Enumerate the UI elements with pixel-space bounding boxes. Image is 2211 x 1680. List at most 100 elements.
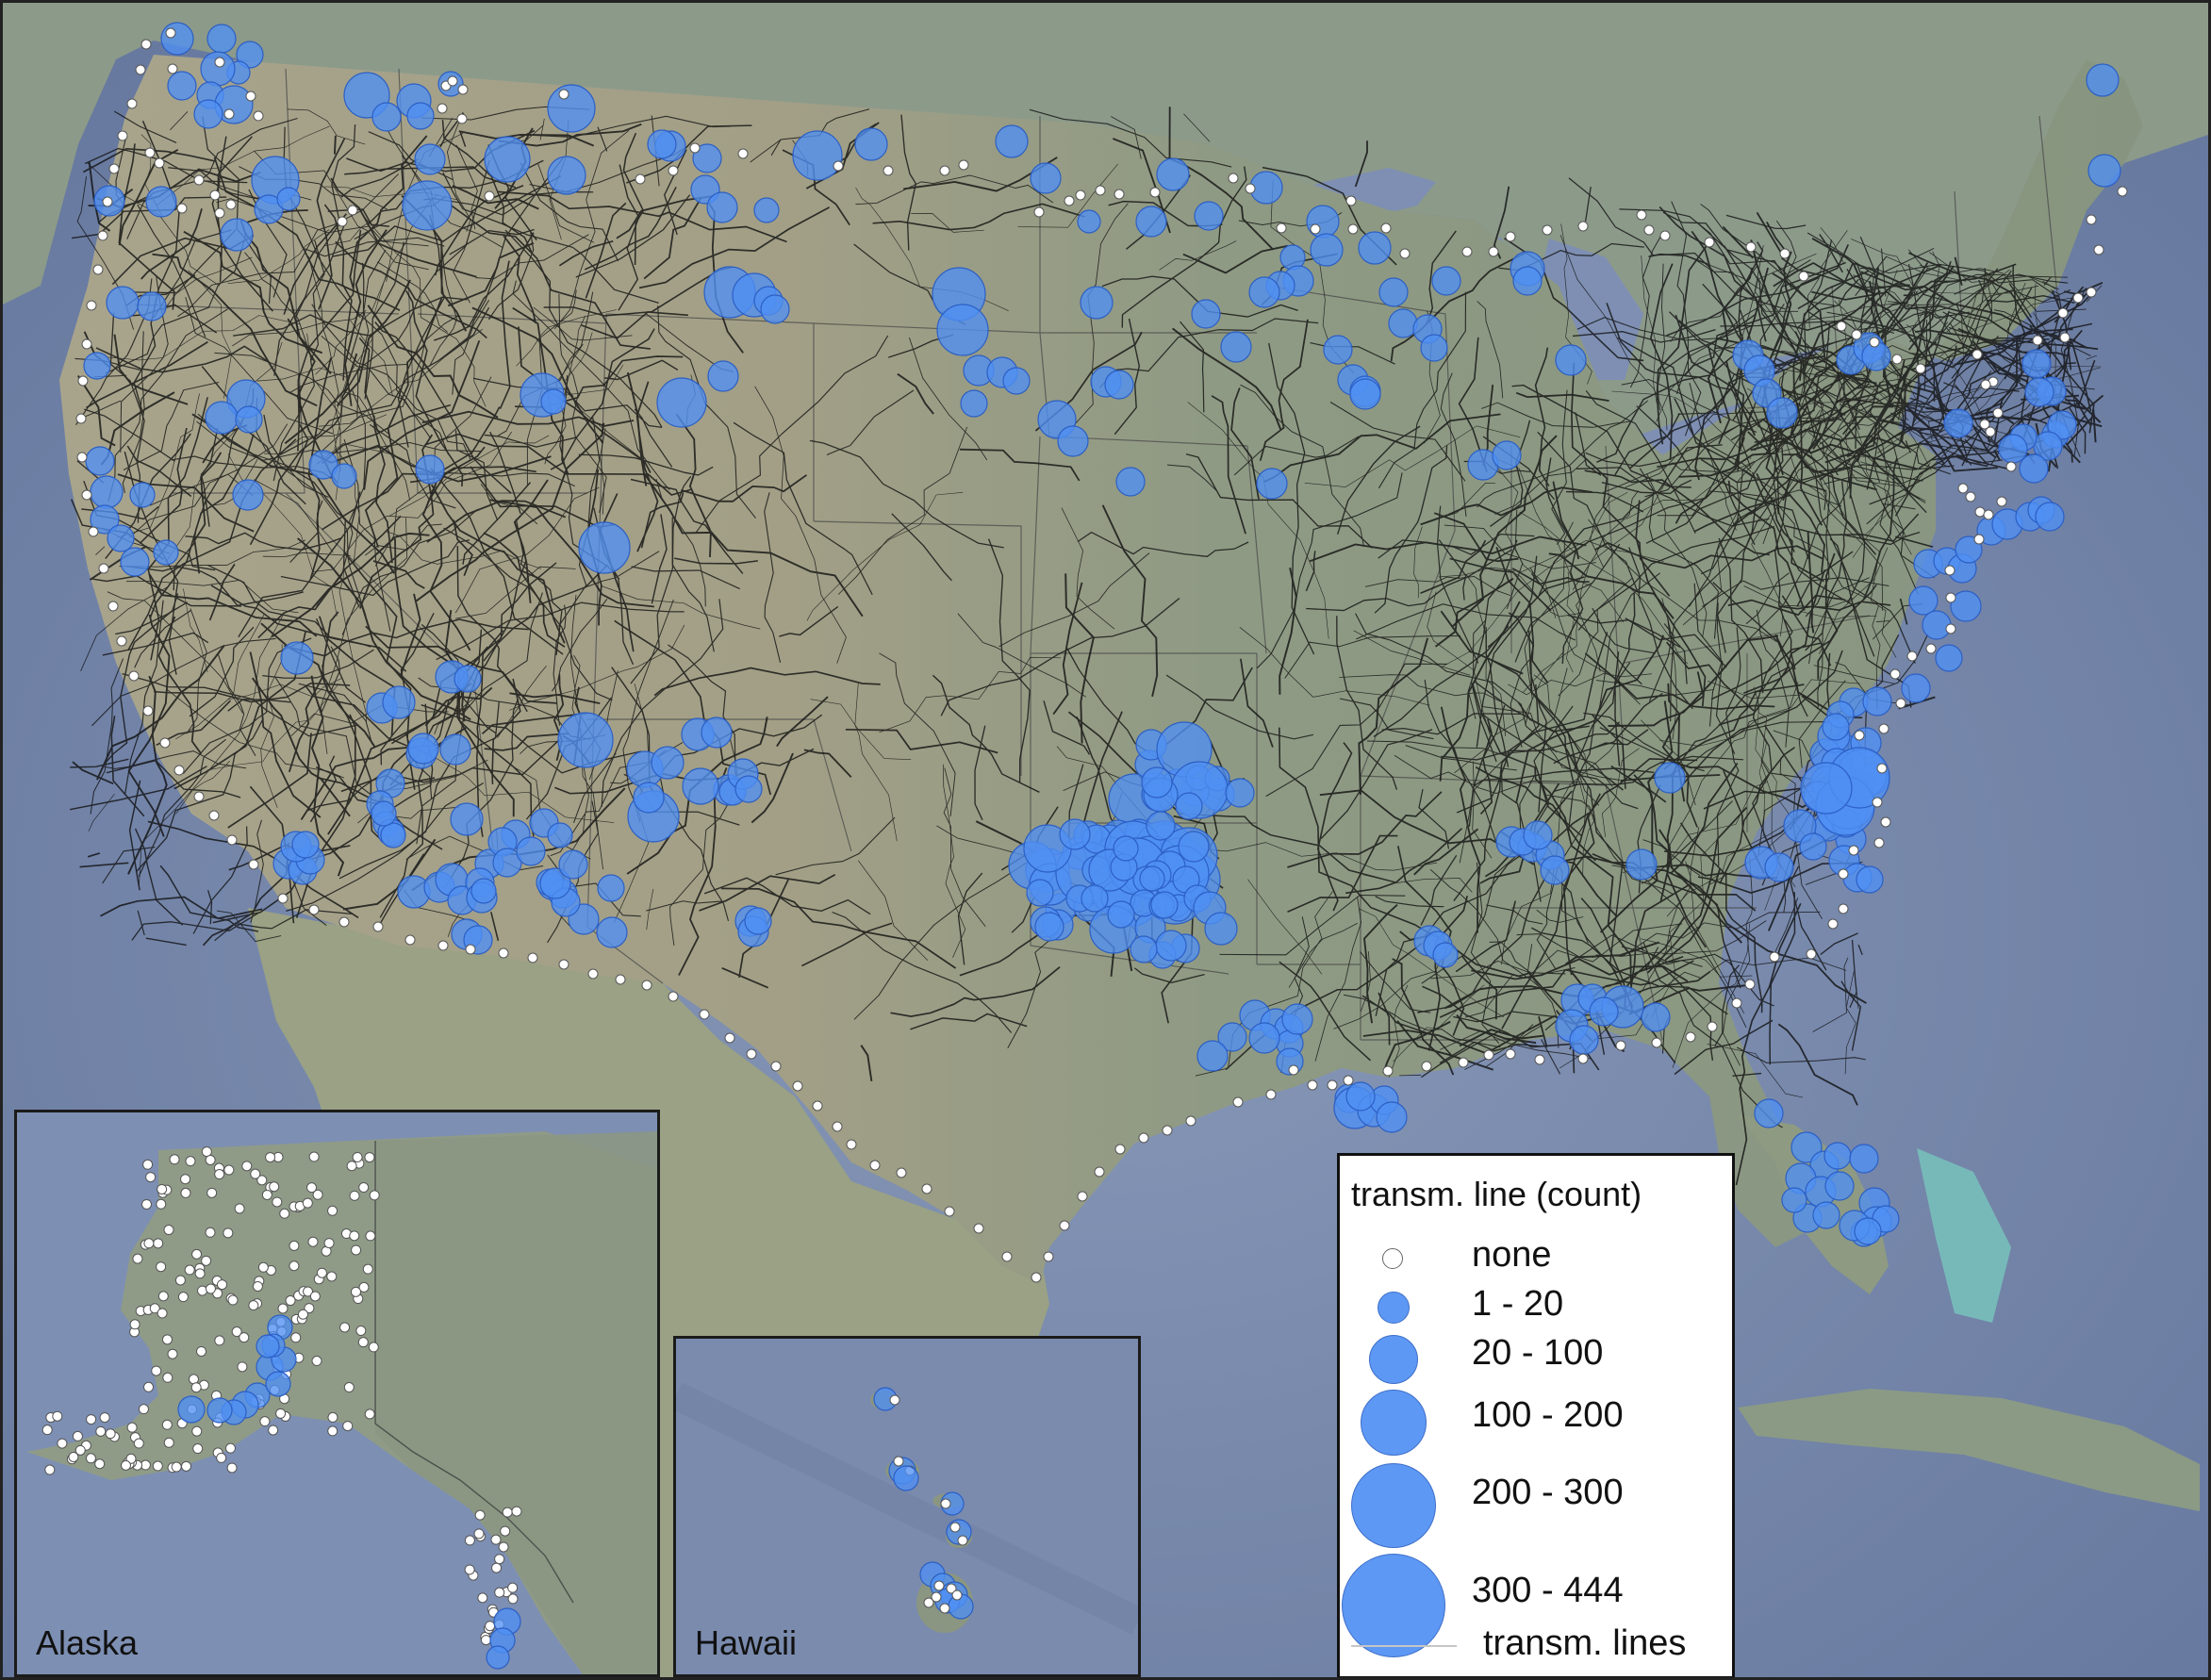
point-count <box>995 124 1029 158</box>
point-none <box>209 189 221 201</box>
point-none <box>245 91 256 102</box>
point-count <box>331 463 357 489</box>
point-count <box>1081 884 1109 913</box>
point-none <box>306 1182 318 1194</box>
point-none <box>1878 723 1889 734</box>
point-none <box>527 952 538 964</box>
legend: transm. line (count) none 1 - 20 20 - 10… <box>1337 1153 1735 1677</box>
point-none <box>1461 246 1473 257</box>
point-none <box>946 1583 957 1594</box>
point-none <box>94 1458 106 1470</box>
point-none <box>1889 668 1901 680</box>
point-count <box>1908 585 1939 616</box>
point-count <box>1345 1081 1376 1112</box>
point-none <box>159 737 171 749</box>
point-count <box>291 831 320 859</box>
point-none <box>1992 407 2004 419</box>
point-none <box>132 1253 143 1264</box>
point-count <box>407 733 439 765</box>
point-count <box>744 907 772 935</box>
point-count <box>1823 1142 1852 1170</box>
point-count <box>454 665 482 693</box>
point-none <box>641 980 652 991</box>
point-none <box>2005 461 2017 472</box>
point-none <box>171 1461 182 1473</box>
point-none <box>973 1223 984 1234</box>
point-none <box>308 1151 320 1162</box>
point-count <box>1654 762 1686 794</box>
point-none <box>237 1361 248 1373</box>
point-none <box>494 1587 505 1598</box>
point-none <box>277 1303 289 1314</box>
point-none <box>76 452 88 463</box>
point-none <box>889 1394 900 1406</box>
point-count <box>734 775 763 803</box>
point-count <box>1799 832 1827 861</box>
point-none <box>1972 349 1983 360</box>
point-count <box>2035 502 2065 532</box>
point-none <box>1973 534 1985 545</box>
point-none <box>223 108 235 120</box>
point-none <box>161 1334 173 1345</box>
point-count <box>206 24 237 54</box>
point-count <box>1141 766 1173 799</box>
point-count <box>2087 154 2121 188</box>
legend-title: transm. line (count) <box>1351 1175 1642 1213</box>
point-none <box>157 1308 168 1319</box>
point-none <box>1542 224 1553 236</box>
point-none <box>192 1443 204 1455</box>
point-count <box>1080 286 1114 320</box>
point-none <box>940 1498 951 1509</box>
point-none <box>1838 903 1849 914</box>
point-count <box>1431 266 1461 296</box>
point-count <box>167 71 197 101</box>
point-none <box>1836 321 1847 332</box>
point-count <box>1856 865 1884 894</box>
point-none <box>149 1303 160 1314</box>
point-none <box>129 1319 140 1330</box>
point-count <box>1034 912 1064 942</box>
point-count <box>1217 1022 1247 1052</box>
point-none <box>1347 223 1359 235</box>
point-none <box>99 1412 110 1424</box>
point-none <box>1731 997 1742 1009</box>
point-none <box>225 199 237 210</box>
point-count <box>2021 349 2052 379</box>
point-count <box>371 800 397 827</box>
point-none <box>2059 332 2071 343</box>
hawaii-map <box>676 1339 1138 1674</box>
point-none <box>173 765 185 776</box>
point-none <box>1685 1031 1696 1043</box>
point-none <box>161 1419 173 1430</box>
point-none <box>1854 730 1865 741</box>
legend-symbol-100-200 <box>1361 1390 1427 1456</box>
point-none <box>1149 187 1161 198</box>
point-none <box>285 1295 296 1307</box>
point-count <box>596 916 628 948</box>
point-count <box>1754 1098 1784 1128</box>
point-none <box>41 1425 53 1436</box>
point-none <box>140 39 152 50</box>
point-count <box>1922 610 1952 640</box>
point-none <box>1965 491 1976 502</box>
point-none <box>362 1263 373 1275</box>
point-none <box>194 1268 206 1279</box>
point-none <box>1232 1096 1244 1108</box>
point-count <box>235 405 263 434</box>
point-count <box>1800 762 1853 815</box>
point-count <box>1104 370 1134 400</box>
point-none <box>498 1541 509 1553</box>
point-none <box>357 1337 369 1348</box>
point-none <box>2086 287 2097 298</box>
point-none <box>1162 1125 1173 1136</box>
point-count <box>1625 848 1658 881</box>
point-count <box>160 22 194 56</box>
point-none <box>180 1174 191 1185</box>
point-count <box>1376 1101 1408 1133</box>
point-none <box>145 1172 157 1183</box>
legend-label-200-300: 200 - 300 <box>1472 1473 1624 1512</box>
point-count <box>1849 1144 1879 1174</box>
point-none <box>167 1348 178 1359</box>
point-none <box>128 670 140 682</box>
point-none <box>1031 1272 1042 1283</box>
